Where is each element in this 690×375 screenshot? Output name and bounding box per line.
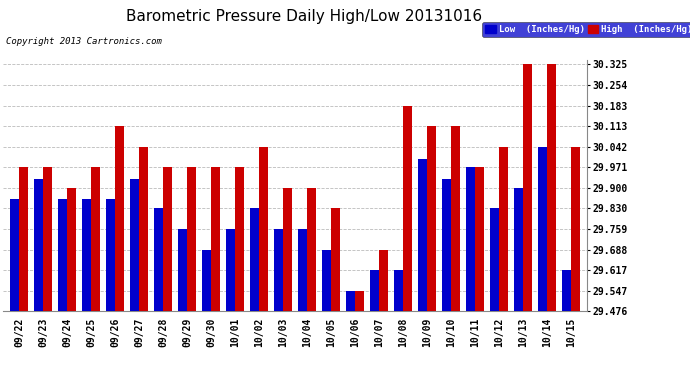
Bar: [403, 106, 412, 311]
Bar: [82, 199, 91, 311]
Bar: [19, 167, 28, 311]
Bar: [283, 188, 292, 311]
Bar: [355, 291, 364, 311]
Bar: [202, 250, 211, 311]
Bar: [571, 147, 580, 311]
Text: Barometric Pressure Daily High/Low 20131016: Barometric Pressure Daily High/Low 20131…: [126, 9, 482, 24]
Bar: [418, 159, 427, 311]
Bar: [67, 188, 76, 311]
Bar: [322, 250, 331, 311]
Bar: [187, 167, 196, 311]
Bar: [379, 250, 388, 311]
Bar: [499, 147, 508, 311]
Bar: [43, 167, 52, 311]
Bar: [346, 291, 355, 311]
Bar: [538, 147, 547, 311]
Legend: Low  (Inches/Hg), High  (Inches/Hg): Low (Inches/Hg), High (Inches/Hg): [482, 22, 690, 37]
Bar: [115, 126, 124, 311]
Bar: [514, 188, 523, 311]
Bar: [154, 208, 163, 311]
Text: Copyright 2013 Cartronics.com: Copyright 2013 Cartronics.com: [6, 38, 161, 46]
Bar: [394, 270, 403, 311]
Bar: [451, 126, 460, 311]
Bar: [442, 179, 451, 311]
Bar: [475, 167, 484, 311]
Bar: [523, 64, 532, 311]
Bar: [163, 167, 172, 311]
Bar: [547, 64, 556, 311]
Bar: [259, 147, 268, 311]
Bar: [307, 188, 316, 311]
Bar: [466, 167, 475, 311]
Bar: [370, 270, 379, 311]
Bar: [490, 208, 499, 311]
Bar: [235, 167, 244, 311]
Bar: [178, 229, 187, 311]
Bar: [10, 199, 19, 311]
Bar: [226, 229, 235, 311]
Bar: [274, 229, 283, 311]
Bar: [139, 147, 148, 311]
Bar: [58, 199, 67, 311]
Bar: [298, 229, 307, 311]
Bar: [427, 126, 436, 311]
Bar: [130, 179, 139, 311]
Bar: [250, 208, 259, 311]
Bar: [562, 270, 571, 311]
Bar: [91, 167, 100, 311]
Bar: [34, 179, 43, 311]
Bar: [211, 167, 220, 311]
Bar: [106, 199, 115, 311]
Bar: [331, 208, 340, 311]
